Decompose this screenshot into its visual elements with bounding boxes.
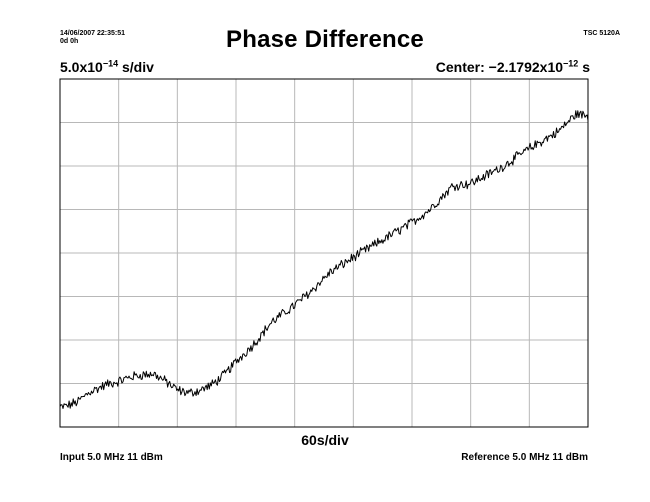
input-signal-label: Input 5.0 MHz 11 dBm xyxy=(60,452,163,463)
center-mantissa: −2.1792x10 xyxy=(488,59,564,75)
center-label: Center: −2.1792x10−12 s xyxy=(436,59,590,75)
center-exponent: −12 xyxy=(563,58,579,69)
elapsed-time: 0d 0h xyxy=(60,38,79,45)
reference-signal-label: Reference 5.0 MHz 11 dBm xyxy=(461,452,588,463)
y-scale-mantissa: 5.0x10 xyxy=(60,59,103,75)
center-prefix: Center: xyxy=(435,59,489,75)
phase-difference-trace xyxy=(59,110,589,409)
y-scale-label: 5.0x10−14 s/div xyxy=(60,59,154,75)
center-unit: s xyxy=(578,59,590,75)
plot-border xyxy=(59,78,589,428)
y-scale-unit: s/div xyxy=(118,59,154,75)
instrument-model: TSC 5120A xyxy=(583,30,620,37)
series-group xyxy=(59,110,589,409)
grid-lines xyxy=(60,79,588,427)
y-scale-exponent: −14 xyxy=(102,58,119,69)
timestamp: 14/06/2007 22:35:51 xyxy=(60,30,125,37)
chart-title: Phase Difference xyxy=(226,26,424,53)
x-scale-label: 60s/div xyxy=(301,432,349,448)
